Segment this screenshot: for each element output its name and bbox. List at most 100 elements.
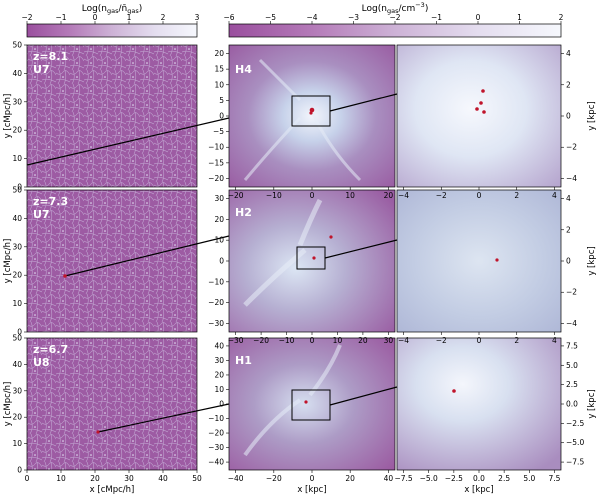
ylabel-left-row1: y [cMpc/h] [3,94,13,139]
colorbar-tick-label: −4 [306,13,317,22]
xlabel-left: x [cMpc/h] [90,485,135,495]
xlabel-mid: x [kpc] [297,485,326,495]
ytick-label: −30 [208,443,224,452]
ytick-label: −2 [566,288,577,297]
ytick-label: 50 [12,334,22,343]
xtick-label: 50 [192,474,202,483]
xtick-label: −2 [436,336,447,345]
xtick-label: −10 [266,191,282,200]
ytick-label: 30 [12,242,22,251]
map-h1-zoom [396,337,562,471]
label-box-row2: U7 [33,208,50,221]
xtick-label: 20 [358,336,368,345]
ytick-label: 10 [12,299,22,308]
xtick-label: −20 [266,474,282,483]
colorbar-tick-label: 1 [517,13,522,22]
ytick-label: −10 [208,414,224,423]
xtick-label: 4 [552,336,557,345]
xtick-label: 0 [310,474,315,483]
colorbar-tick-label: −6 [223,13,234,22]
connector-row1-right [329,93,398,112]
ytick-label: 5.0 [566,361,578,370]
colorbar-tick-label: 0 [93,13,98,22]
xtick-label: 0 [310,191,315,200]
colorbar-right: Log(ngas/cm−3) −6 −5 −4 −3 −2 −1 0 1 2 [223,1,564,38]
ytick-label: 0 [17,183,22,192]
xtick-label: 0 [25,474,30,483]
label-redshift-row2: z=7.3 [33,195,68,208]
map-h1 [228,337,396,471]
ytick-label: 40 [12,360,22,369]
ytick-label: −10 [208,143,224,152]
xtick-label: −20 [228,191,244,200]
ytick-label: 0 [219,112,224,121]
colorbar-tick-label: 2 [559,13,564,22]
map-u7-z7-3 [26,189,198,333]
xtick-label: 10 [333,336,343,345]
map-h4-zoom [396,44,562,188]
label-halo-h2: H2 [235,206,252,219]
ytick-label: 50 [12,186,22,195]
ytick-label: 20 [12,271,22,280]
ytick-label: 30 [214,356,224,365]
ytick-label: 0 [219,400,224,409]
xtick-label: 10 [345,191,355,200]
connector-row1-left [26,117,230,166]
colorbar-left-gradient [26,23,198,38]
halo-markers [63,89,499,434]
ytick-label: 4 [566,49,571,58]
ytick-label: −2 [566,143,577,152]
ytick-label: 2 [566,225,571,234]
ytick-label: 10 [214,236,224,245]
ytick-label: 20 [12,413,22,422]
ytick-label: 20 [214,370,224,379]
colorbar-left-label: Log(ngas/n̄gas) [82,4,143,15]
map-u8-z6-7 [26,337,198,471]
ytick-label: −7.5 [566,458,584,467]
ytick-label: −40 [208,458,224,467]
ytick-label: −10 [208,277,224,286]
ytick-label: 20 [214,215,224,224]
xtick-label: −7.5 [394,474,412,483]
ytick-label: −2.5 [566,419,584,428]
xtick-label: 30 [124,474,134,483]
colorbar-right-gradient [228,23,562,38]
colorbar-tick-label: 3 [195,13,200,22]
colorbar-left: Log(ngas/n̄gas) −2 −1 0 1 2 3 [21,4,200,38]
ylabel-right-row3: y [kpc] [587,389,597,418]
ytick-label: 40 [214,341,224,350]
label-redshift-row3: z=6.7 [33,343,68,356]
colorbar-tick-label: −1 [431,13,442,22]
xtick-label: 10 [56,474,66,483]
ytick-label: 30 [12,97,22,106]
ytick-label: 40 [12,69,22,78]
map-h2-zoom [396,189,562,333]
xtick-label: 2 [514,336,519,345]
xtick-label: −4 [398,336,409,345]
xtick-label: 5.0 [523,474,535,483]
ytick-label: 30 [214,194,224,203]
ytick-label: 7.5 [566,341,578,350]
colorbar-tick-label: −2 [389,13,400,22]
ytick-label: 10 [12,439,22,448]
map-u7-z8-1 [26,44,198,188]
ytick-label: −20 [208,298,224,307]
xtick-label: −20 [253,336,269,345]
xtick-label: 0 [477,336,482,345]
ytick-label: −4 [566,319,577,328]
xtick-label: 2 [514,191,519,200]
xtick-label: 20 [345,474,355,483]
xlabel-right: x [kpc] [464,485,493,495]
ytick-label: −15 [208,158,224,167]
map-h4 [228,44,396,188]
label-halo-h4: H4 [235,63,252,76]
xtick-label: 20 [90,474,100,483]
ytick-label: −20 [208,429,224,438]
colorbar-tick-label: −5 [265,13,276,22]
ytick-label: 2.5 [566,380,578,389]
ytick-label: 20 [214,49,224,58]
ytick-label: 30 [12,386,22,395]
xtick-label: 2.5 [498,474,510,483]
xtick-label: −10 [279,336,295,345]
label-box-row3: U8 [33,356,50,369]
